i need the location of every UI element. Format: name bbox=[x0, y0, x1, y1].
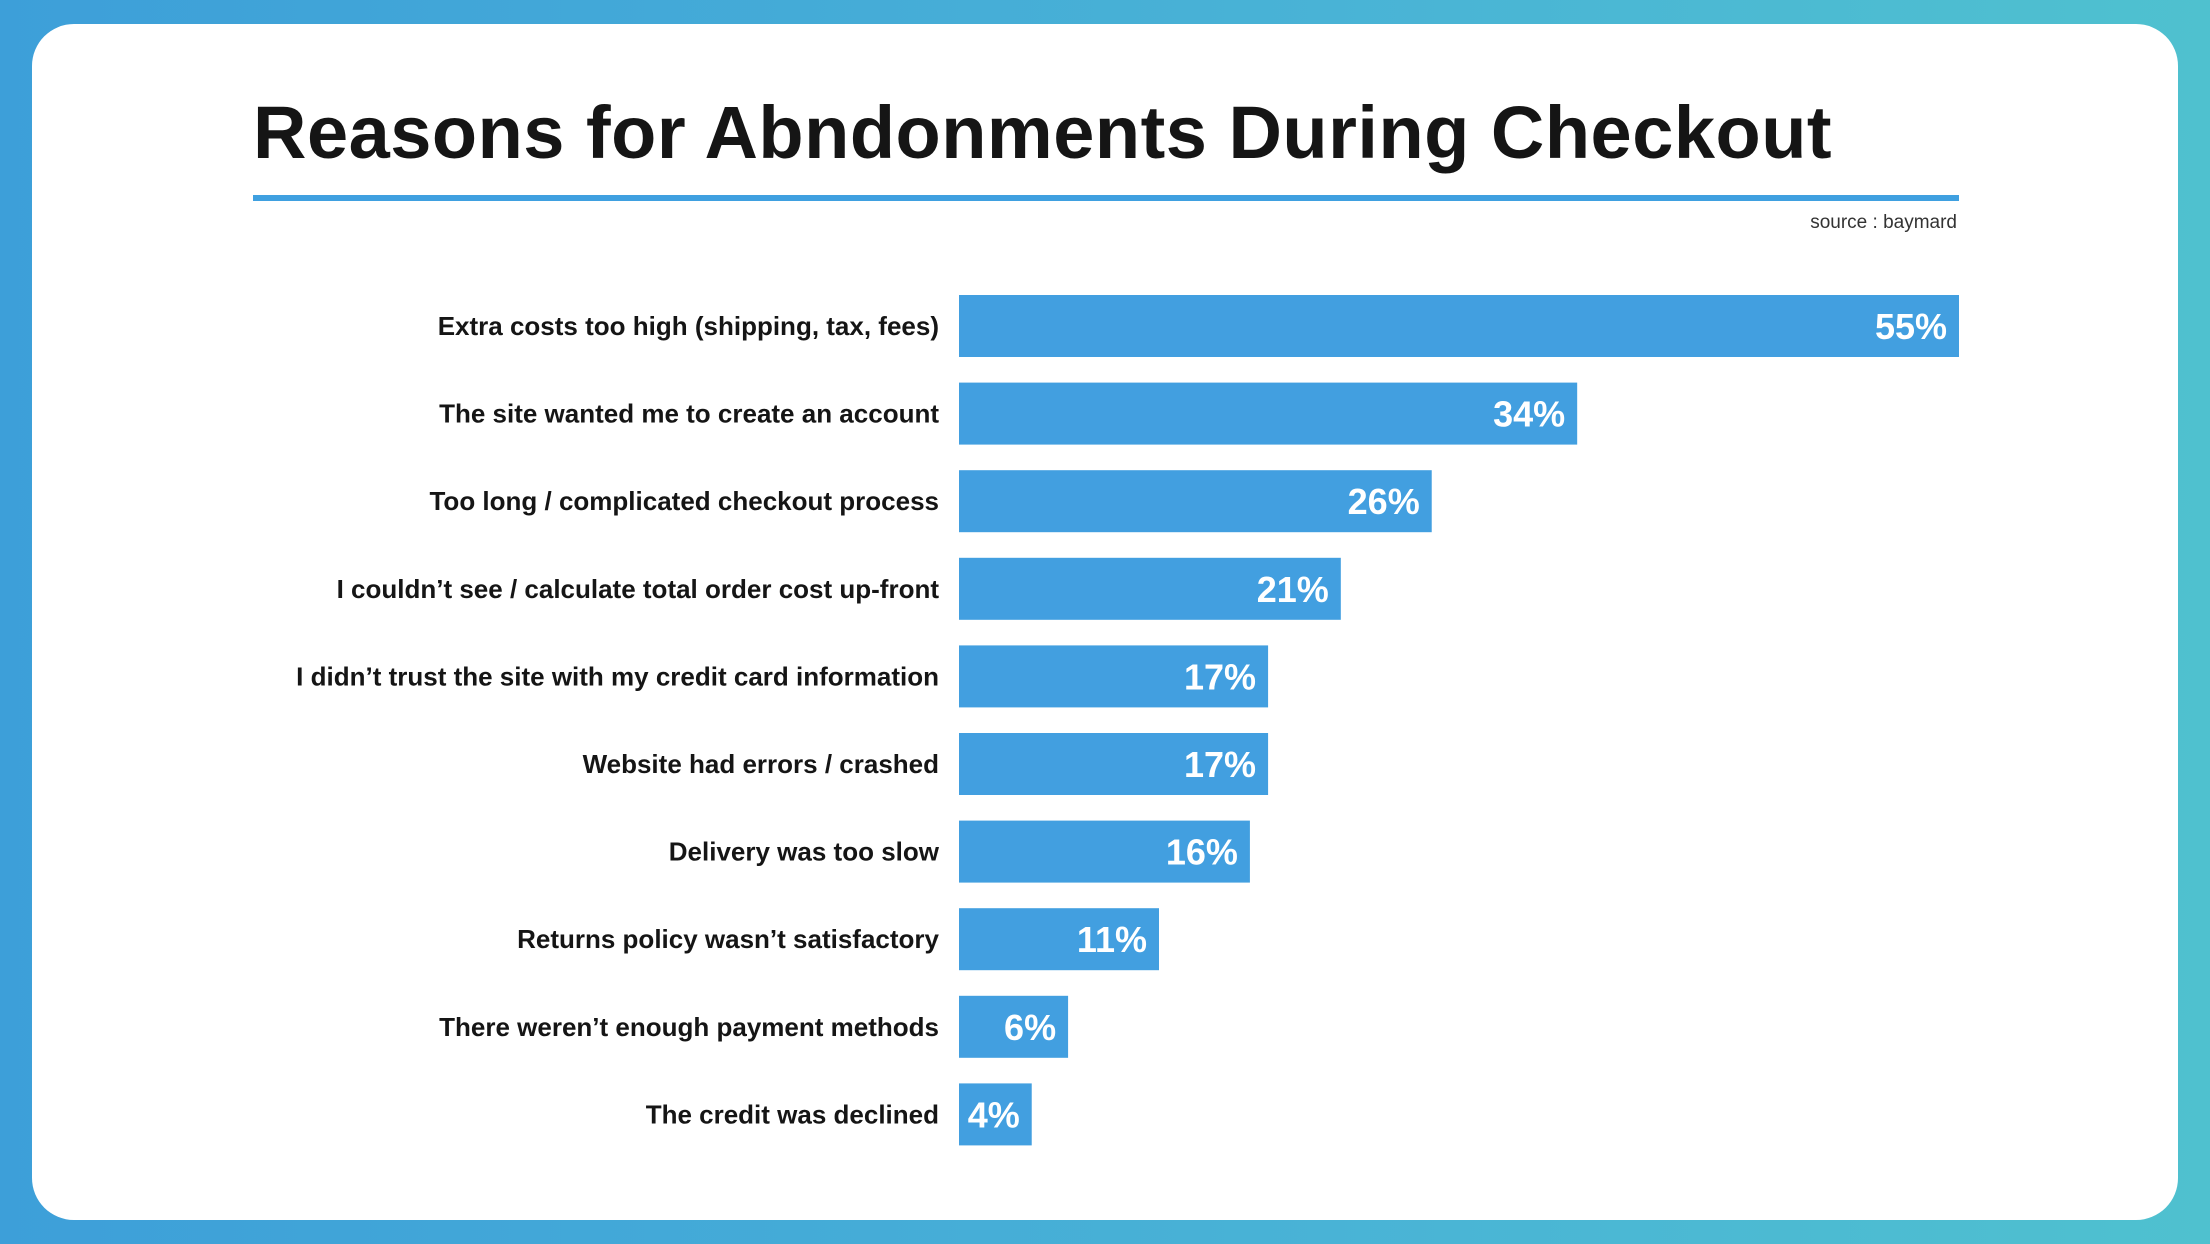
title-underline bbox=[253, 195, 1959, 201]
bar bbox=[959, 1083, 1032, 1146]
bar-value-label: 17% bbox=[1184, 744, 1256, 785]
bar bbox=[959, 295, 1959, 357]
source-note: source : baymard bbox=[1810, 212, 1957, 233]
category-label: There weren’t enough payment methods bbox=[439, 1012, 939, 1042]
bar bbox=[959, 820, 1250, 883]
category-label: Returns policy wasn’t satisfactory bbox=[517, 924, 939, 954]
bar-value-label: 55% bbox=[1875, 306, 1947, 347]
bar bbox=[959, 733, 1269, 795]
category-label: I didn’t trust the site with my credit c… bbox=[296, 661, 939, 691]
category-label: I couldn’t see / calculate total order c… bbox=[337, 574, 940, 604]
bar bbox=[959, 470, 1432, 533]
bar bbox=[959, 382, 1578, 445]
category-label: Too long / complicated checkout process bbox=[429, 486, 939, 516]
category-label: The credit was declined bbox=[646, 1099, 939, 1129]
chart-card bbox=[32, 24, 2178, 1220]
bar bbox=[959, 557, 1341, 620]
bar-value-label: 11% bbox=[1077, 919, 1147, 960]
category-label: Extra costs too high (shipping, tax, fee… bbox=[438, 311, 939, 341]
chart-title: Reasons for Abndonments During Checkout bbox=[253, 91, 1833, 174]
bar-value-label: 4% bbox=[968, 1094, 1020, 1135]
bar bbox=[959, 995, 1069, 1058]
category-label: The site wanted me to create an account bbox=[439, 399, 939, 429]
bar-value-label: 17% bbox=[1184, 656, 1256, 697]
bar-value-label: 21% bbox=[1257, 569, 1329, 610]
category-label: Delivery was too slow bbox=[669, 837, 940, 867]
bar-value-label: 26% bbox=[1348, 481, 1420, 522]
bar bbox=[959, 908, 1159, 971]
bar-value-label: 16% bbox=[1166, 832, 1238, 873]
bar bbox=[959, 645, 1269, 708]
category-label: Website had errors / crashed bbox=[583, 749, 939, 779]
bar-value-label: 6% bbox=[1004, 1007, 1056, 1048]
bar-value-label: 34% bbox=[1493, 394, 1565, 435]
